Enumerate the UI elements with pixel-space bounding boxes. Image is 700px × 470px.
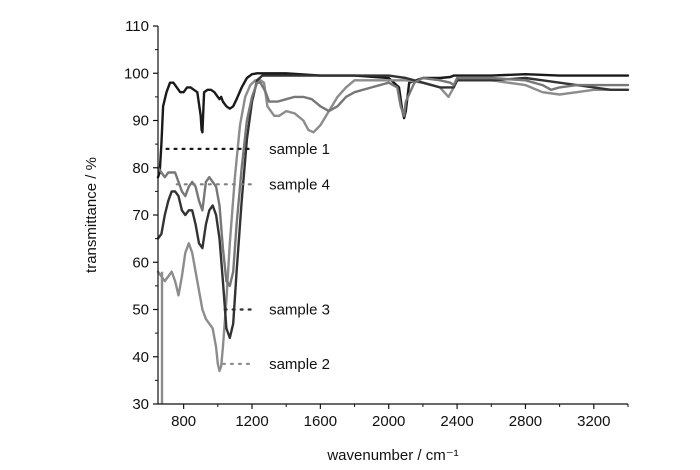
series-line-s2: [156, 79, 630, 373]
y-tick-label: 100: [124, 65, 149, 82]
annotation-s3: sample 3: [269, 302, 330, 319]
series-line-s4: [156, 76, 630, 288]
y-tick-label: 60: [132, 254, 149, 271]
x-tick-label: 2800: [509, 413, 542, 430]
x-tick-label: 2400: [440, 413, 473, 430]
y-tick-label: 110: [125, 18, 149, 35]
series-line-s3: [156, 74, 630, 340]
x-axis-title: wavenumber / cm⁻¹: [326, 447, 458, 464]
x-tick-label: 800: [171, 413, 196, 430]
y-tick-label: 70: [132, 207, 149, 224]
y-tick-label: 90: [132, 113, 149, 130]
leader-layer: [165, 147, 253, 365]
y-tick-label: 40: [132, 349, 149, 366]
y-tick-label: 80: [132, 160, 149, 177]
annotation-s2: sample 2: [269, 356, 330, 373]
annotations: sample 1 sample 4 sample 3 sample 2: [269, 141, 330, 373]
x-tick-label: 1600: [304, 413, 337, 430]
x-tick-label: 3200: [577, 413, 610, 430]
x-tick-label: 1200: [235, 413, 268, 430]
x-tick-label: 2000: [372, 413, 405, 430]
y-tick-label: 30: [132, 396, 149, 413]
annotation-s1: sample 1: [269, 141, 330, 158]
series-layer: [156, 72, 630, 404]
y-tick-label: 50: [132, 302, 149, 319]
y-axis-title: transmittance / %: [83, 157, 100, 273]
annotation-s4: sample 4: [269, 176, 330, 193]
x-ticks: 800 1200 1600 2000 2400 2800 3200: [171, 404, 629, 430]
y-ticks: 30 40 50 60 70 80 90 100 110: [124, 18, 158, 413]
